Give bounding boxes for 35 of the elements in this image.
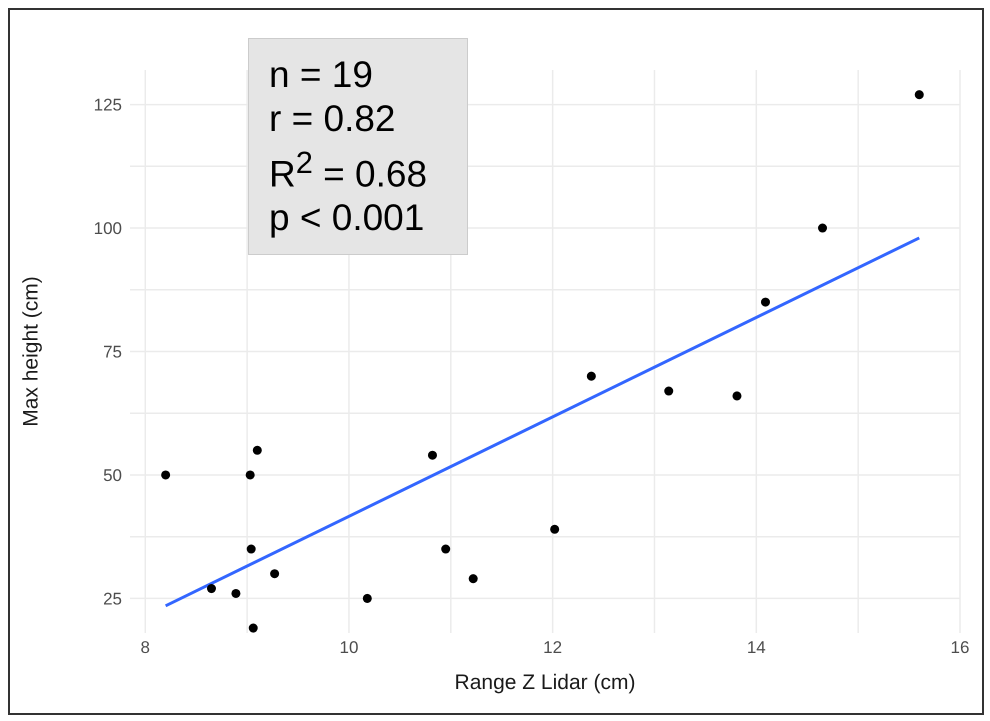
x-tick-label: 8: [140, 638, 150, 658]
point: [760, 298, 770, 307]
y-tick-label: 50: [103, 466, 122, 485]
annotation: r = 0.82: [269, 97, 397, 141]
y-tick-label: 100: [94, 219, 122, 238]
point: [586, 372, 596, 381]
point: [914, 90, 924, 100]
point: [231, 588, 240, 598]
point: [246, 544, 256, 554]
point: [664, 386, 674, 396]
y-tick-label: 125: [94, 96, 122, 115]
x-tick-label: 16: [950, 638, 970, 658]
point: [252, 446, 262, 455]
y-tick-label: 25: [103, 589, 122, 608]
point: [270, 569, 280, 578]
point: [441, 544, 450, 554]
point: [468, 574, 478, 584]
y-tick-label: 75: [103, 342, 122, 362]
annotation: n = 19: [269, 53, 374, 97]
point: [248, 624, 258, 633]
point: [428, 450, 437, 460]
point: [246, 470, 255, 480]
annotation: R$^{2}$ = 0.68: [269, 144, 428, 196]
point: [161, 470, 170, 480]
point: [550, 524, 560, 534]
point: [732, 391, 742, 400]
annotation: p < 0.001: [269, 196, 426, 240]
point: [206, 584, 216, 594]
x-tick-label: 14: [746, 638, 766, 658]
x-tick-label: 12: [543, 638, 562, 658]
x-tick-label: 10: [339, 638, 358, 658]
point: [818, 224, 828, 233]
x-axis-title: Range Z Lidar (cm): [454, 671, 636, 694]
point: [362, 594, 372, 603]
y-axis-title: Max height (cm): [19, 276, 42, 427]
